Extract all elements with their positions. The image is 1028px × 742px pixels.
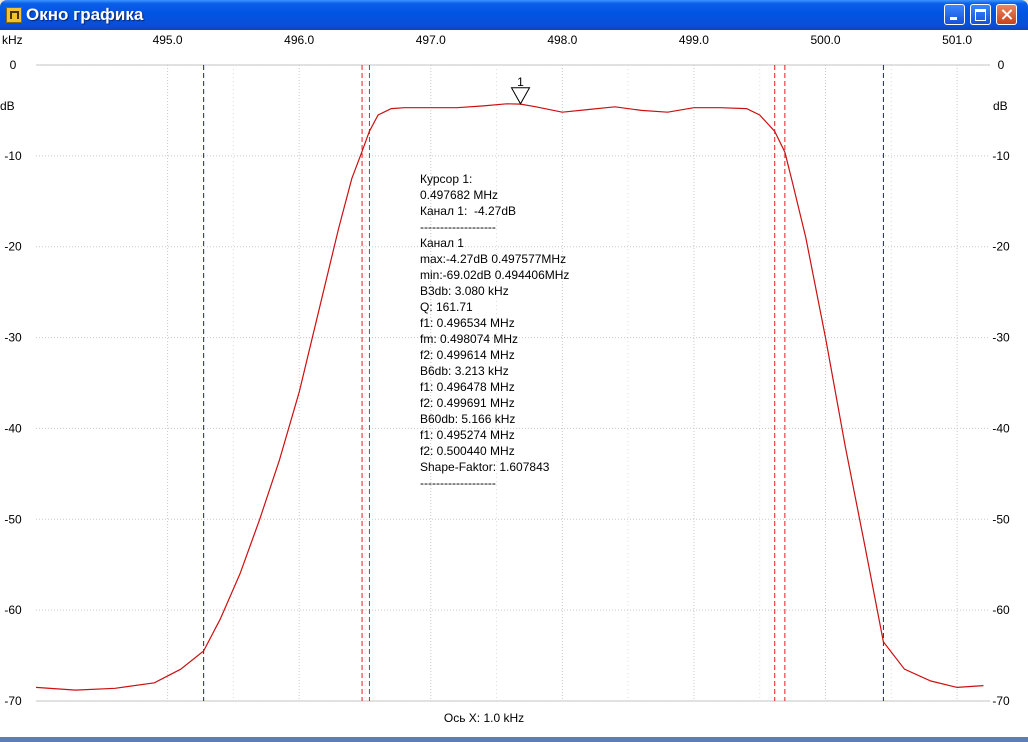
readout-line: max:-4.27dB 0.497577MHz xyxy=(420,252,567,266)
minimize-button[interactable] xyxy=(944,4,965,25)
measurement-readout: Курсор 1: 0.497682 MHz Канал 1: -4.27dB ---… xyxy=(420,171,569,491)
x-tick-label: 496.0 xyxy=(284,33,314,47)
readout-line: Q: 161.71 xyxy=(420,300,473,314)
y-tick-label-right: -70 xyxy=(992,694,1010,708)
readout-line: f1: 0.496478 MHz xyxy=(420,380,515,394)
x-unit-label: kHz xyxy=(2,33,23,47)
cursor-marker xyxy=(510,87,531,105)
readout-line: Канал 1 xyxy=(420,236,464,250)
cursor-label: 1 xyxy=(517,75,524,89)
y-tick-label-left: -20 xyxy=(4,240,22,254)
readout-line: Shape-Faktor: 1.607843 xyxy=(420,460,550,474)
readout-line: f2: 0.499614 MHz xyxy=(420,348,515,362)
title-bar[interactable]: Окно графика xyxy=(0,0,1028,30)
chart-area[interactable]: 495.0 496.0 497.0 498.0 499.0 500.0 501.0 0 0 -10… xyxy=(0,30,1028,742)
readout-line: f2: 0.499691 MHz xyxy=(420,396,515,410)
readout-line: min:-69.02dB 0.494406MHz xyxy=(420,268,570,282)
window-title: Окно графика xyxy=(26,5,144,24)
x-tick-label: 499.0 xyxy=(679,33,709,47)
readout-line: Канал 1: -4.27dB xyxy=(420,204,517,218)
readout-line: f1: 0.495274 MHz xyxy=(420,428,515,442)
readout-line: Курсор 1: xyxy=(420,172,473,186)
graph-app-icon[interactable] xyxy=(6,7,22,23)
y-unit-label-right: dB xyxy=(993,99,1008,113)
y-tick-label-left: 0 xyxy=(10,58,17,72)
y-tick-label-left: -30 xyxy=(4,331,22,345)
readout-line: f2: 0.500440 MHz xyxy=(420,444,515,458)
frequency-response-chart[interactable]: 495.0 496.0 497.0 498.0 499.0 500.0 501.0 0 0 -10… xyxy=(0,30,1028,742)
close-button[interactable] xyxy=(996,4,1017,25)
maximize-button[interactable] xyxy=(970,4,991,25)
x-axis-caption: Ось X: 1.0 kHz xyxy=(443,711,525,725)
readout-line: fm: 0.498074 MHz xyxy=(420,332,519,346)
y-tick-label-left: -40 xyxy=(4,421,22,435)
readout-line: ------------------- xyxy=(420,476,496,490)
response-curve xyxy=(35,103,984,691)
x-tick-label: 497.0 xyxy=(416,33,446,47)
readout-line: B3db: 3.080 kHz xyxy=(420,284,509,298)
y-tick-label-right: 0 xyxy=(998,58,1005,72)
x-tick-label: 500.0 xyxy=(811,33,841,47)
x-tick-label: 495.0 xyxy=(153,33,183,47)
readout-line: B6db: 3.213 kHz xyxy=(420,364,509,378)
y-tick-label-right: -40 xyxy=(992,421,1010,435)
x-tick-label: 498.0 xyxy=(547,33,577,47)
taskbar-strip xyxy=(0,737,1028,742)
y-tick-label-left: -60 xyxy=(4,603,22,617)
y-tick-label-right: -30 xyxy=(992,331,1010,345)
readout-line: ------------------- xyxy=(420,220,496,234)
y-tick-label-right: -20 xyxy=(992,240,1010,254)
y-tick-label-left: -50 xyxy=(4,512,22,526)
y-tick-label-left: -10 xyxy=(4,149,22,163)
y-tick-label-right: -50 xyxy=(992,512,1010,526)
y-tick-label-right: -60 xyxy=(992,603,1010,617)
y-tick-label-right: -10 xyxy=(992,149,1010,163)
readout-line: 0.497682 MHz xyxy=(420,188,499,202)
readout-line: f1: 0.496534 MHz xyxy=(420,316,515,330)
y-unit-label-left: dB xyxy=(0,99,15,113)
readout-line: B60db: 5.166 kHz xyxy=(420,412,516,426)
y-tick-label-left: -70 xyxy=(4,694,22,708)
x-tick-label: 501.0 xyxy=(942,33,972,47)
